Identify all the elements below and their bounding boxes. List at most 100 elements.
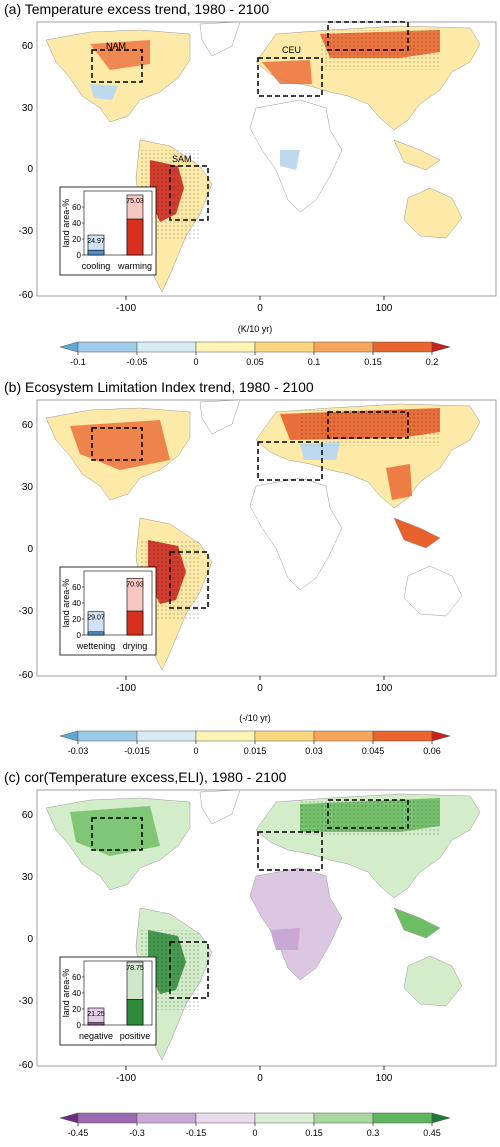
x-tick-label: 0 <box>257 1073 263 1084</box>
inset-y-tick-label: 0 <box>77 631 82 640</box>
colorbar-segment <box>254 341 315 353</box>
x-tick-label: 100 <box>376 1073 393 1084</box>
panel-b-axes: -100 0 100 60 30 0 -30 -60 <box>19 420 393 694</box>
land-australia <box>403 955 463 1007</box>
colorbar-tick-label: 0 <box>252 1128 257 1138</box>
panel-c: (c) cor(Temperature excess,ELI), 1980 - … <box>4 769 497 1138</box>
cool-patch-us <box>90 84 118 100</box>
y-tick-label: 0 <box>27 544 33 555</box>
inset-ylabel: land area-% <box>61 199 71 248</box>
colorbar-segment <box>254 730 315 742</box>
inset-bar-value-label: 29.07 <box>87 615 105 622</box>
colorbar-tick-label: -0.03 <box>68 746 89 756</box>
y-tick-label: 0 <box>27 934 33 945</box>
colorbar-tick-label: 0 <box>193 746 198 756</box>
hotspot-north-america <box>90 40 150 70</box>
y-tick-label: -30 <box>19 226 34 237</box>
panel-b-title: (b) Ecosystem Limitation Index trend, 19… <box>4 379 314 395</box>
colorbar-tick-label: 0.03 <box>305 746 323 756</box>
region-label-sam: SAM <box>172 154 192 164</box>
colorbar-segment <box>254 1112 315 1124</box>
colorbar-tick-label: 0.15 <box>364 357 382 367</box>
land-greenland <box>199 789 241 825</box>
colorbar-tick-label: 0.45 <box>423 1128 441 1138</box>
y-tick-label: -60 <box>19 670 34 681</box>
hotspot-north-america <box>70 420 170 470</box>
cool-patch-ceu <box>300 442 340 460</box>
colorbar-extend-low <box>59 1112 79 1124</box>
cool-patch-africa <box>270 928 300 950</box>
x-tick-label: -100 <box>116 1073 136 1084</box>
x-tick-label: -100 <box>116 303 136 314</box>
panel-c-title: (c) cor(Temperature excess,ELI), 1980 - … <box>4 769 287 785</box>
inset-bar-significant <box>87 1022 105 1026</box>
colorbar-extend-low <box>59 341 79 353</box>
panel-b-colorbar: (-/10 yr) -0.03 -0.015 0 0.015 0.03 0.045 0.06 <box>59 713 451 756</box>
inset-bar-significant <box>87 631 105 636</box>
inset-category: drying <box>123 641 148 651</box>
x-tick-label: -100 <box>116 683 136 694</box>
colorbar-tick-label: -0.3 <box>129 1128 145 1138</box>
panel-c-colorbar: -0.45 -0.3 -0.15 0 0.15 0.3 0.45 <box>59 1112 451 1138</box>
colorbar-tick-label: -0.1 <box>70 357 86 367</box>
land-greenland <box>199 21 241 57</box>
colorbar-tick-label: 0 <box>193 357 198 367</box>
colorbar-unit: (K/10 yr) <box>238 324 273 334</box>
colorbar-tick-label: 0.2 <box>426 357 439 367</box>
region-box-north <box>327 799 409 829</box>
inset-bar-significant <box>126 999 144 1026</box>
panel-a-title: (a) Temperature excess trend, 1980 - 210… <box>4 1 269 17</box>
region-box-nam <box>91 817 143 851</box>
land-australia <box>403 187 463 239</box>
panel-a-colorbar: (K/10 yr) -0.1 -0.05 0 0.05 0.1 0.15 0.2 <box>59 324 451 367</box>
inset-ylabel: land area-% <box>61 969 71 1018</box>
colorbar-segment <box>77 1112 138 1124</box>
inset-bar-value-label: 70.93 <box>126 581 144 588</box>
cool-patch-africa <box>280 150 300 170</box>
land-australia <box>403 565 463 617</box>
panel-c-map <box>36 789 497 1067</box>
colorbar-segment <box>313 730 374 742</box>
colorbar-tick-label: -0.015 <box>124 746 150 756</box>
x-tick-label: 100 <box>376 303 393 314</box>
colorbar-segment <box>313 1112 374 1124</box>
colorbar-unit: (-/10 yr) <box>239 713 271 723</box>
region-box-ceu <box>257 441 323 481</box>
land-se-asia <box>393 517 441 549</box>
inset-y-tick-label: 60 <box>72 203 81 212</box>
region-box-sam <box>169 551 209 609</box>
panel-c-axes: -100 0 100 60 30 0 -30 -60 <box>19 810 393 1084</box>
colorbar-tick-label: 0.06 <box>423 746 441 756</box>
inset-category: positive <box>120 1031 151 1041</box>
land-se-asia <box>393 139 441 171</box>
inset-bar-value-label: 21.25 <box>87 1011 105 1018</box>
region-box-nam <box>91 427 143 461</box>
inset-y-tick-label: 60 <box>72 973 81 982</box>
inset-category: wettening <box>76 641 116 651</box>
inset-y-tick-label: 40 <box>72 599 81 608</box>
region-box-sam <box>169 165 209 221</box>
inset-category: negative <box>79 1031 113 1041</box>
colorbar-segment <box>195 341 256 353</box>
region-box-ceu <box>257 831 323 871</box>
colorbar-segment <box>136 341 197 353</box>
colorbar-segment <box>136 1112 197 1124</box>
colorbar-tick-label: 0.1 <box>308 357 321 367</box>
region-box-ceu <box>257 57 323 97</box>
land-africa <box>249 867 343 981</box>
inset-bar-significant <box>126 218 144 256</box>
hotspot-asia <box>386 464 412 500</box>
inset-y-tick-label: 20 <box>72 235 81 244</box>
y-tick-label: 60 <box>22 810 34 821</box>
colorbar-segment <box>372 730 433 742</box>
land-africa <box>249 477 343 591</box>
inset-ylabel: land area-% <box>61 579 71 628</box>
panel-b-inset: land area-% 0 20 40 60 29.07 70.93 wettening… <box>59 566 157 656</box>
x-tick-label: 100 <box>376 683 393 694</box>
colorbar-segment <box>195 730 256 742</box>
y-tick-label: 30 <box>22 103 34 114</box>
colorbar-segment <box>136 730 197 742</box>
inset-bar-significant <box>126 610 144 636</box>
significance-stippling <box>300 410 440 446</box>
